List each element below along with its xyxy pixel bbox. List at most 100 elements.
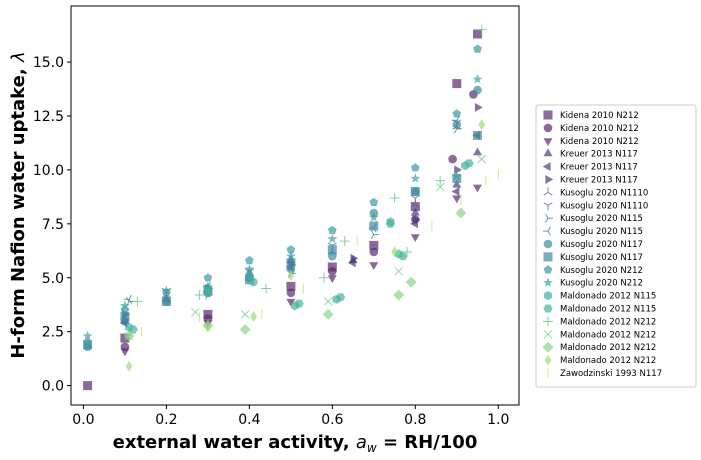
data-point [203, 273, 213, 282]
series-15 [128, 159, 474, 334]
series-13 [82, 74, 483, 341]
data-point [250, 311, 257, 323]
y-tick-label: 0.0 [42, 379, 64, 395]
data-point [128, 325, 138, 334]
data-point [402, 246, 412, 257]
data-point [83, 381, 93, 391]
legend-label: Kidena 2010 N212 [560, 124, 639, 134]
legend-label: Kidena 2010 N212 [560, 111, 639, 121]
legend-marker [543, 239, 553, 249]
data-point [245, 271, 254, 281]
legend-label: Kusoglu 2020 N212 [560, 266, 643, 276]
data-point [245, 255, 254, 265]
data-point [203, 309, 213, 319]
points-layer [82, 24, 499, 391]
legend-label: Zawodzinski 1993 N117 [560, 369, 662, 379]
legend-label: Kusoglu 2020 N115 [560, 227, 643, 237]
data-point [452, 109, 462, 118]
data-point [161, 297, 171, 306]
data-point [477, 154, 487, 164]
data-point [123, 330, 135, 342]
data-point [327, 245, 337, 255]
data-point [327, 233, 338, 244]
data-point [369, 262, 379, 270]
data-point [336, 293, 346, 302]
data-point [435, 175, 446, 186]
data-point [448, 154, 457, 164]
data-point [369, 240, 379, 250]
data-point [452, 195, 462, 204]
data-point [286, 258, 296, 268]
legend-marker [542, 162, 551, 172]
data-point [294, 299, 304, 308]
data-point [368, 212, 379, 222]
data-point [370, 230, 379, 240]
legend-marker [543, 304, 553, 313]
data-point [240, 310, 250, 319]
x-tick-label: 0.4 [238, 412, 260, 428]
legend-marker [543, 202, 553, 211]
legend-label: Kusoglu 2020 N115 [560, 214, 643, 224]
legend-marker [543, 226, 551, 236]
data-point [286, 288, 296, 298]
data-point [473, 44, 482, 53]
plot-background [71, 6, 519, 405]
data-point [203, 288, 213, 297]
data-point [389, 193, 400, 203]
legend-label: Kusoglu 2020 N1110 [560, 201, 648, 211]
data-point [451, 187, 460, 196]
legend-marker [543, 148, 553, 157]
data-point [120, 333, 130, 343]
data-point [452, 120, 462, 129]
data-point [119, 300, 130, 311]
data-point [473, 29, 482, 39]
data-point [478, 119, 485, 131]
data-point [369, 247, 379, 257]
data-point [239, 324, 251, 335]
data-point [405, 276, 417, 288]
data-point [194, 290, 205, 300]
data-point [261, 283, 271, 294]
data-point [410, 202, 420, 212]
plot-frame [70, 5, 520, 406]
y-tick-label: 15.0 [33, 55, 64, 71]
series-19 [125, 119, 485, 372]
data-point [410, 187, 420, 196]
legend-marker [543, 187, 553, 196]
data-point [83, 337, 92, 347]
legend-marker [543, 252, 553, 262]
legend-marker [543, 110, 553, 120]
legend-label: Maldonado 2012 N212 [560, 343, 656, 353]
y-tick-label: 2.5 [42, 325, 64, 341]
data-point [124, 294, 133, 304]
data-point [474, 102, 483, 112]
data-point [132, 296, 143, 307]
data-point [452, 79, 462, 89]
data-point [455, 207, 467, 219]
data-point [285, 251, 296, 261]
legend-label: Maldonado 2012 N212 [560, 356, 656, 366]
data-point [452, 179, 462, 188]
x-tick-label: 0.6 [321, 412, 343, 428]
data-point [248, 278, 259, 287]
data-point [473, 147, 482, 156]
x-tick-label: 0.0 [72, 412, 94, 428]
y-tick-label: 7.5 [42, 217, 64, 233]
legend-marker [543, 123, 553, 133]
data-point [472, 74, 483, 84]
data-point [476, 24, 487, 35]
data-point [451, 171, 462, 181]
data-point [202, 281, 213, 291]
data-point [120, 348, 130, 357]
data-point [454, 165, 462, 175]
legend-label: Kusoglu 2020 N117 [560, 240, 643, 250]
data-point [286, 281, 296, 291]
legend-marker [543, 265, 553, 274]
data-point [82, 330, 93, 341]
legend-label: Kreuer 2013 N117 [560, 150, 638, 160]
data-point [120, 312, 130, 322]
legend-label: Kreuer 2013 N117 [560, 176, 638, 186]
data-point [125, 360, 133, 372]
legend-label: Maldonado 2012 N115 [560, 305, 656, 315]
